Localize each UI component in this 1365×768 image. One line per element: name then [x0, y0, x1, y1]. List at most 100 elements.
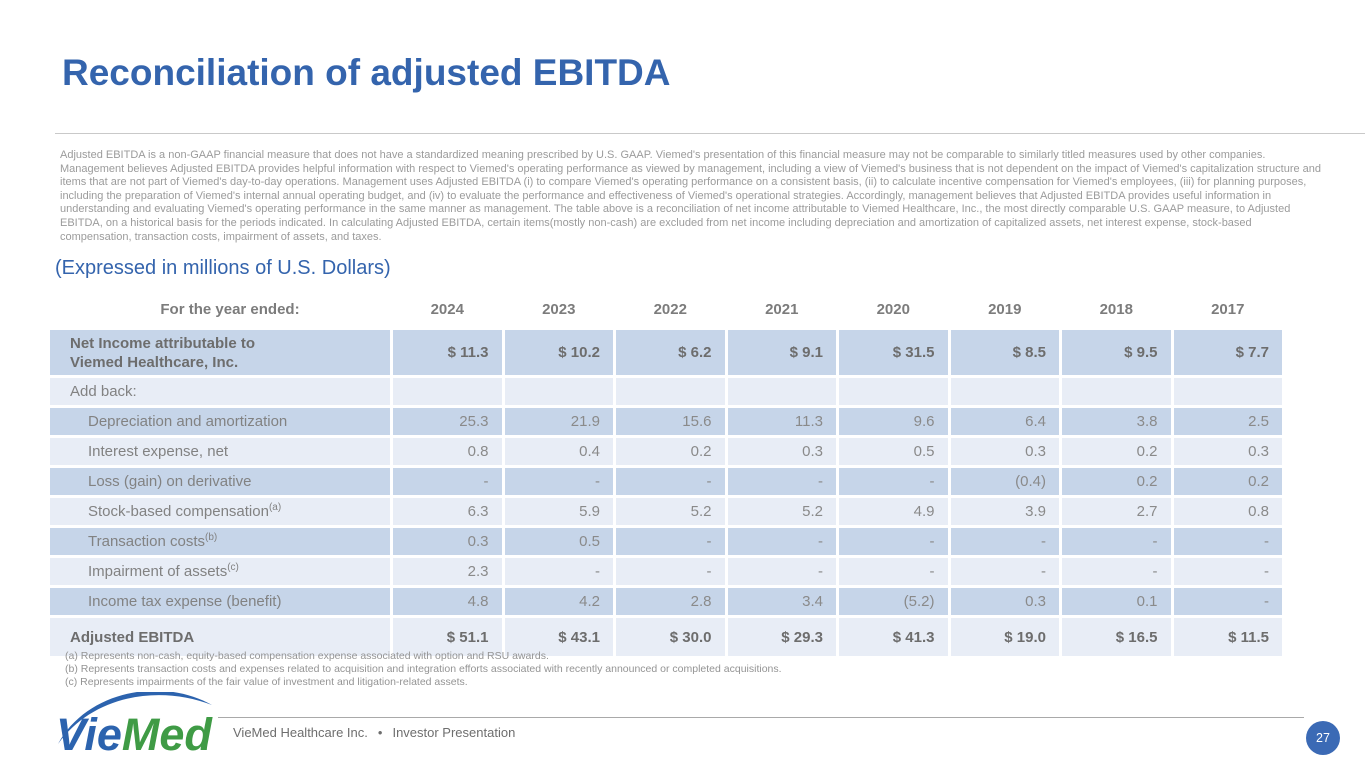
table-cell: $ 9.1 [727, 330, 836, 375]
table-cell: 5.9 [504, 498, 613, 525]
table-cell: 0.1 [1062, 588, 1171, 615]
table-cell: $ 7.7 [1173, 330, 1282, 375]
table-cell: 0.3 [393, 528, 502, 555]
year-header: 2020 [876, 300, 910, 318]
footnote-c: (c) Represents impairments of the fair v… [65, 676, 468, 688]
table-cell: - [839, 558, 948, 585]
table-cell [616, 378, 725, 405]
table-row: Net Income attributable to Viemed Health… [50, 330, 1282, 375]
table-cell: - [950, 528, 1059, 555]
table-cell: 25.3 [393, 408, 502, 435]
row-label-cell: Stock-based compensation (a) [50, 498, 390, 525]
table-row: Depreciation and amortization 25.3 21.9 15… [50, 408, 1282, 435]
table-cell: 15.6 [616, 408, 725, 435]
row-value-cells: 2.3- - - - - - - [393, 558, 1282, 585]
page-number-badge: 27 [1306, 721, 1340, 755]
table-cell: 2.5 [1173, 408, 1282, 435]
table-cell: - [727, 468, 836, 495]
row-label: Net Income attributable to Viemed Health… [70, 334, 256, 371]
header-label: For the year ended: [160, 300, 300, 318]
row-value-cells: 0.3 0.5- - - - - - [393, 528, 1282, 555]
table-cell: 0.8 [1173, 498, 1282, 525]
table-cell: 9.6 [839, 408, 948, 435]
row-value-cells [393, 378, 1282, 405]
table-cell: 0.5 [504, 528, 613, 555]
table-cell: $ 31.5 [839, 330, 948, 375]
table-row: Interest expense, net 0.8 0.4 0.2 0.3 0.5 0.3… [50, 438, 1282, 465]
row-value-cells: 6.3 5.9 5.2 5.2 4.9 3.9 2.7 0.8 [393, 498, 1282, 525]
row-label-cell: Add back: [50, 378, 390, 405]
row-label: Add back: [70, 383, 137, 400]
logo-text-med: Med [122, 709, 214, 758]
table-row: Impairment of assets (c) 2.3- - - - - - - [50, 558, 1282, 585]
ebitda-table: For the year ended: 2024 2023 2022 2021 2020… [50, 294, 1282, 659]
table-cell: 5.2 [727, 498, 836, 525]
year-header: 2024 [430, 300, 464, 318]
table-cell [504, 378, 613, 405]
table-cell: $ 41.3 [839, 618, 948, 656]
table-cell: 0.8 [393, 438, 502, 465]
row-value-cells: 25.3 21.9 15.6 11.3 9.6 6.4 3.8 2.5 [393, 408, 1282, 435]
table-cell: 0.2 [1062, 468, 1171, 495]
table-cell: - [1173, 528, 1282, 555]
table-cell: - [616, 528, 725, 555]
table-row: Transaction costs (b) 0.3 0.5- - - - - - [50, 528, 1282, 555]
table-cell: - [839, 468, 948, 495]
table-cell: - [950, 558, 1059, 585]
table-cell: - [616, 558, 725, 585]
table-row: Stock-based compensation (a) 6.3 5.9 5.2 5.2… [50, 498, 1282, 525]
table-cell: 0.3 [727, 438, 836, 465]
viemed-logo: VieMed [56, 692, 214, 758]
table-cell: (0.4) [950, 468, 1059, 495]
row-label: Depreciation and amortization [88, 413, 288, 430]
table-cell: $ 16.5 [1062, 618, 1171, 656]
title-divider [55, 133, 1365, 134]
row-label-cell: Transaction costs (b) [50, 528, 390, 555]
table-row: Income tax expense (benefit) 4.8 4.2 2.8 3.… [50, 588, 1282, 615]
year-header: 2018 [1099, 300, 1133, 318]
table-cell: 3.9 [950, 498, 1059, 525]
table-cell [727, 378, 836, 405]
table-cell: - [504, 558, 613, 585]
year-header: 2019 [988, 300, 1022, 318]
row-value-cells: $ 51.1 $ 43.1 $ 30.0 $ 29.3 $ 41.3 $ 19.0 $ 16… [393, 618, 1282, 656]
table-cell: - [393, 468, 502, 495]
footer-label: Investor Presentation [392, 725, 516, 740]
footnote-b: (b) Represents transaction costs and exp… [65, 663, 782, 675]
table-cell: 4.2 [504, 588, 613, 615]
table-cell: - [616, 468, 725, 495]
table-cell: 0.3 [950, 438, 1059, 465]
footer-bullet: • [377, 725, 383, 740]
table-cell: $ 11.3 [393, 330, 502, 375]
year-header: 2017 [1211, 300, 1245, 318]
row-label-cell: Net Income attributable to Viemed Health… [50, 330, 390, 375]
year-header: 2023 [542, 300, 576, 318]
table-cell: - [1173, 588, 1282, 615]
row-label-superscript: (a) [268, 501, 282, 513]
table-cell [839, 378, 948, 405]
table-cell: 0.2 [1062, 438, 1171, 465]
table-cell: $ 8.5 [950, 330, 1059, 375]
table-cell: 0.3 [1173, 438, 1282, 465]
footer-divider [218, 717, 1304, 718]
footer-company: VieMed Healthcare Inc. [233, 725, 368, 740]
table-cell: 0.2 [616, 438, 725, 465]
table-row: Add back: [50, 378, 1282, 405]
table-cell: 21.9 [504, 408, 613, 435]
table-cell: 2.7 [1062, 498, 1171, 525]
table-subtitle: (Expressed in millions of U.S. Dollars) [55, 257, 391, 279]
table-cell: 0.2 [1173, 468, 1282, 495]
table-cell: 6.3 [393, 498, 502, 525]
table-cell: 2.8 [616, 588, 725, 615]
row-label-cell: Adjusted EBITDA [50, 618, 390, 656]
table-cell [1173, 378, 1282, 405]
row-label: Transaction costs [88, 533, 205, 550]
row-label: Income tax expense (benefit) [88, 593, 282, 610]
table-cell: (5.2) [839, 588, 948, 615]
row-value-cells: 4.8 4.2 2.8 3.4 (5.2) 0.3 0.1- [393, 588, 1282, 615]
table-cell [950, 378, 1059, 405]
row-value-cells: - - - - - (0.4) 0.2 0.2 [393, 468, 1282, 495]
row-label-cell: Interest expense, net [50, 438, 390, 465]
table-cell: 0.4 [504, 438, 613, 465]
